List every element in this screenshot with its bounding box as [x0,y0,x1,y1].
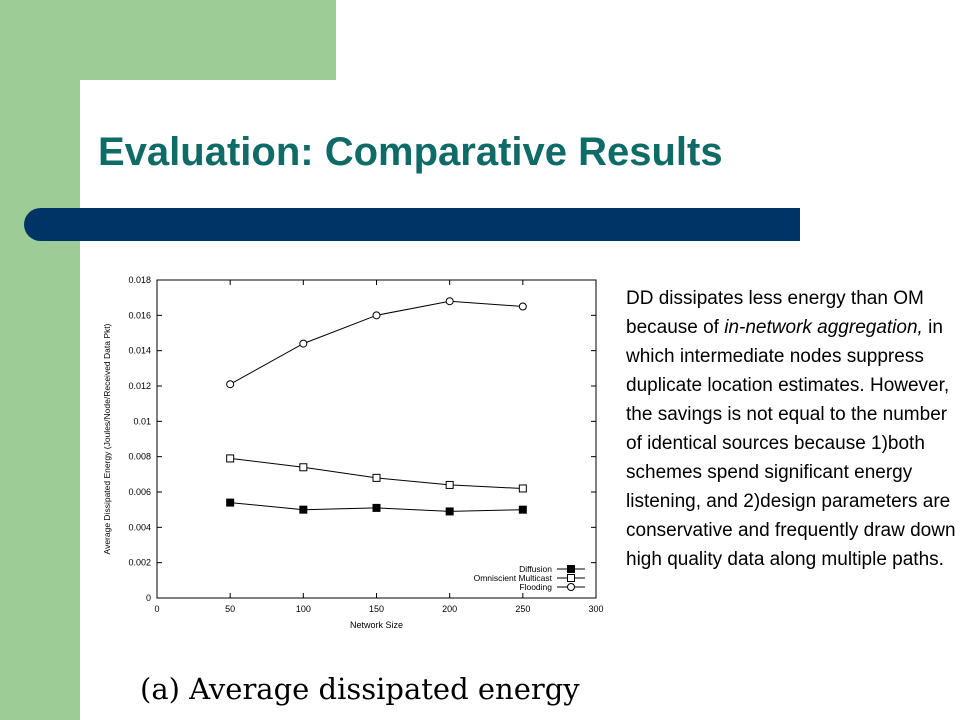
title-underline-bar [24,208,800,241]
data-point-2-2 [372,311,381,320]
body-text-emphasis: in-network aggregation, [724,317,923,338]
x-tick-label: 50 [225,604,235,614]
y-tick-label: 0.016 [128,310,151,320]
series-line-1 [230,457,523,489]
legend-marker-1 [567,574,575,582]
data-point-2-3 [445,297,454,306]
figure-caption: (a) Average dissipated energy [140,672,580,706]
data-point-2-0 [226,380,235,389]
y-axis-label: Average Dissipated Energy (Joules/Node/R… [102,323,112,554]
y-tick-label: 0.006 [128,487,151,497]
data-point-1-4 [518,484,527,493]
x-tick-label: 250 [515,604,530,614]
legend-marker-0 [567,565,575,573]
x-tick-label: 0 [154,604,159,614]
y-tick-label: 0.004 [128,522,151,532]
legend-label-2: Flooding [519,582,552,592]
chart-container: 0 50 100 150 200 250 300 0 0.002 0.004 0.006 0.008 0… [100,268,610,640]
data-point-1-1 [299,463,308,472]
data-point-0-3 [445,507,454,516]
y-tick-label: 0.008 [128,452,151,462]
body-text-part2: in which intermediate nodes suppress dup… [626,317,956,570]
y-tick-label: 0.014 [128,346,151,356]
data-point-1-3 [445,480,454,489]
legend-marker-2 [567,583,575,591]
y-tick-label: 0.018 [128,275,151,285]
data-point-0-0 [226,498,235,507]
x-tick-label: 150 [369,604,384,614]
x-tick-label: 200 [442,604,457,614]
plot-frame [156,279,597,599]
top-decor-band [0,0,336,80]
x-tick-label: 100 [296,604,311,614]
data-point-2-1 [299,339,308,348]
slide-title: Evaluation: Comparative Results [98,130,723,174]
x-tick-label: 300 [588,604,603,614]
body-text: DD dissipates less energy than OM becaus… [626,284,956,574]
data-point-0-2 [372,503,381,512]
data-point-1-0 [226,454,235,463]
left-decor-band [0,0,80,720]
x-axis-label: Network Size [350,620,403,630]
data-point-0-1 [299,505,308,514]
y-tick-label: 0.012 [128,381,151,391]
data-point-0-4 [518,505,527,514]
content-panel [80,80,960,720]
y-tick-label: 0.002 [128,558,151,568]
data-point-2-4 [518,302,527,311]
y-tick-label: 0.01 [133,416,151,426]
data-point-1-2 [372,473,381,482]
y-tick-label: 0 [146,593,151,603]
legend-label-1: Omniscient Multicast [474,573,553,583]
body-text-part1: DD dissipates less energy than OM becaus… [626,288,924,338]
legend-label-0: Diffusion [519,564,552,574]
energy-chart: 0 50 100 150 200 250 300 0 0.002 0.004 0.006 0.008 0… [102,275,604,630]
